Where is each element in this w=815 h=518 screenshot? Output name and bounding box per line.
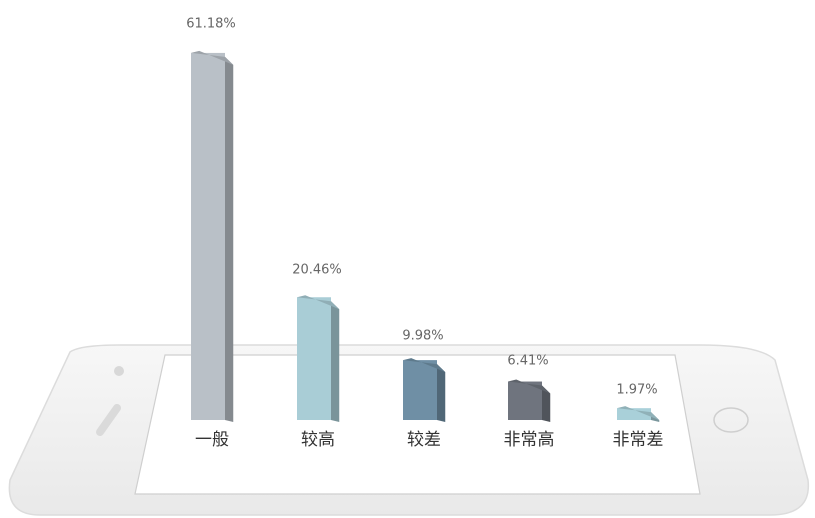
- bar-top: [191, 50, 234, 65]
- bar-side: [225, 56, 234, 423]
- bar: [403, 360, 437, 420]
- x-tick-label: 较高: [301, 430, 335, 450]
- value-label: 1.97%: [616, 383, 657, 398]
- x-tick-label: 较差: [407, 430, 441, 450]
- bar-top: [617, 406, 660, 421]
- x-tick-label: 一般: [195, 430, 229, 450]
- bar-side: [331, 301, 340, 422]
- bar-top: [297, 295, 340, 310]
- bar-top: [508, 379, 551, 394]
- bar-top: [403, 358, 446, 373]
- bar-side: [542, 385, 551, 422]
- plot-area: 一般 61.18% 较高 20.46% 较差 9.98% 非常高 6.41% 非常差 1.97%: [186, 16, 663, 450]
- value-label: 61.18%: [186, 16, 236, 31]
- x-tick-label: 非常高: [504, 430, 555, 450]
- value-label: 6.41%: [507, 353, 548, 368]
- bar-side: [437, 364, 446, 422]
- value-label: 9.98%: [402, 329, 443, 344]
- bar: [191, 52, 225, 421]
- bar: [617, 408, 651, 420]
- bar: [297, 297, 331, 420]
- bar: [508, 381, 542, 420]
- value-label: 20.46%: [292, 263, 342, 278]
- x-tick-label: 非常差: [613, 430, 664, 450]
